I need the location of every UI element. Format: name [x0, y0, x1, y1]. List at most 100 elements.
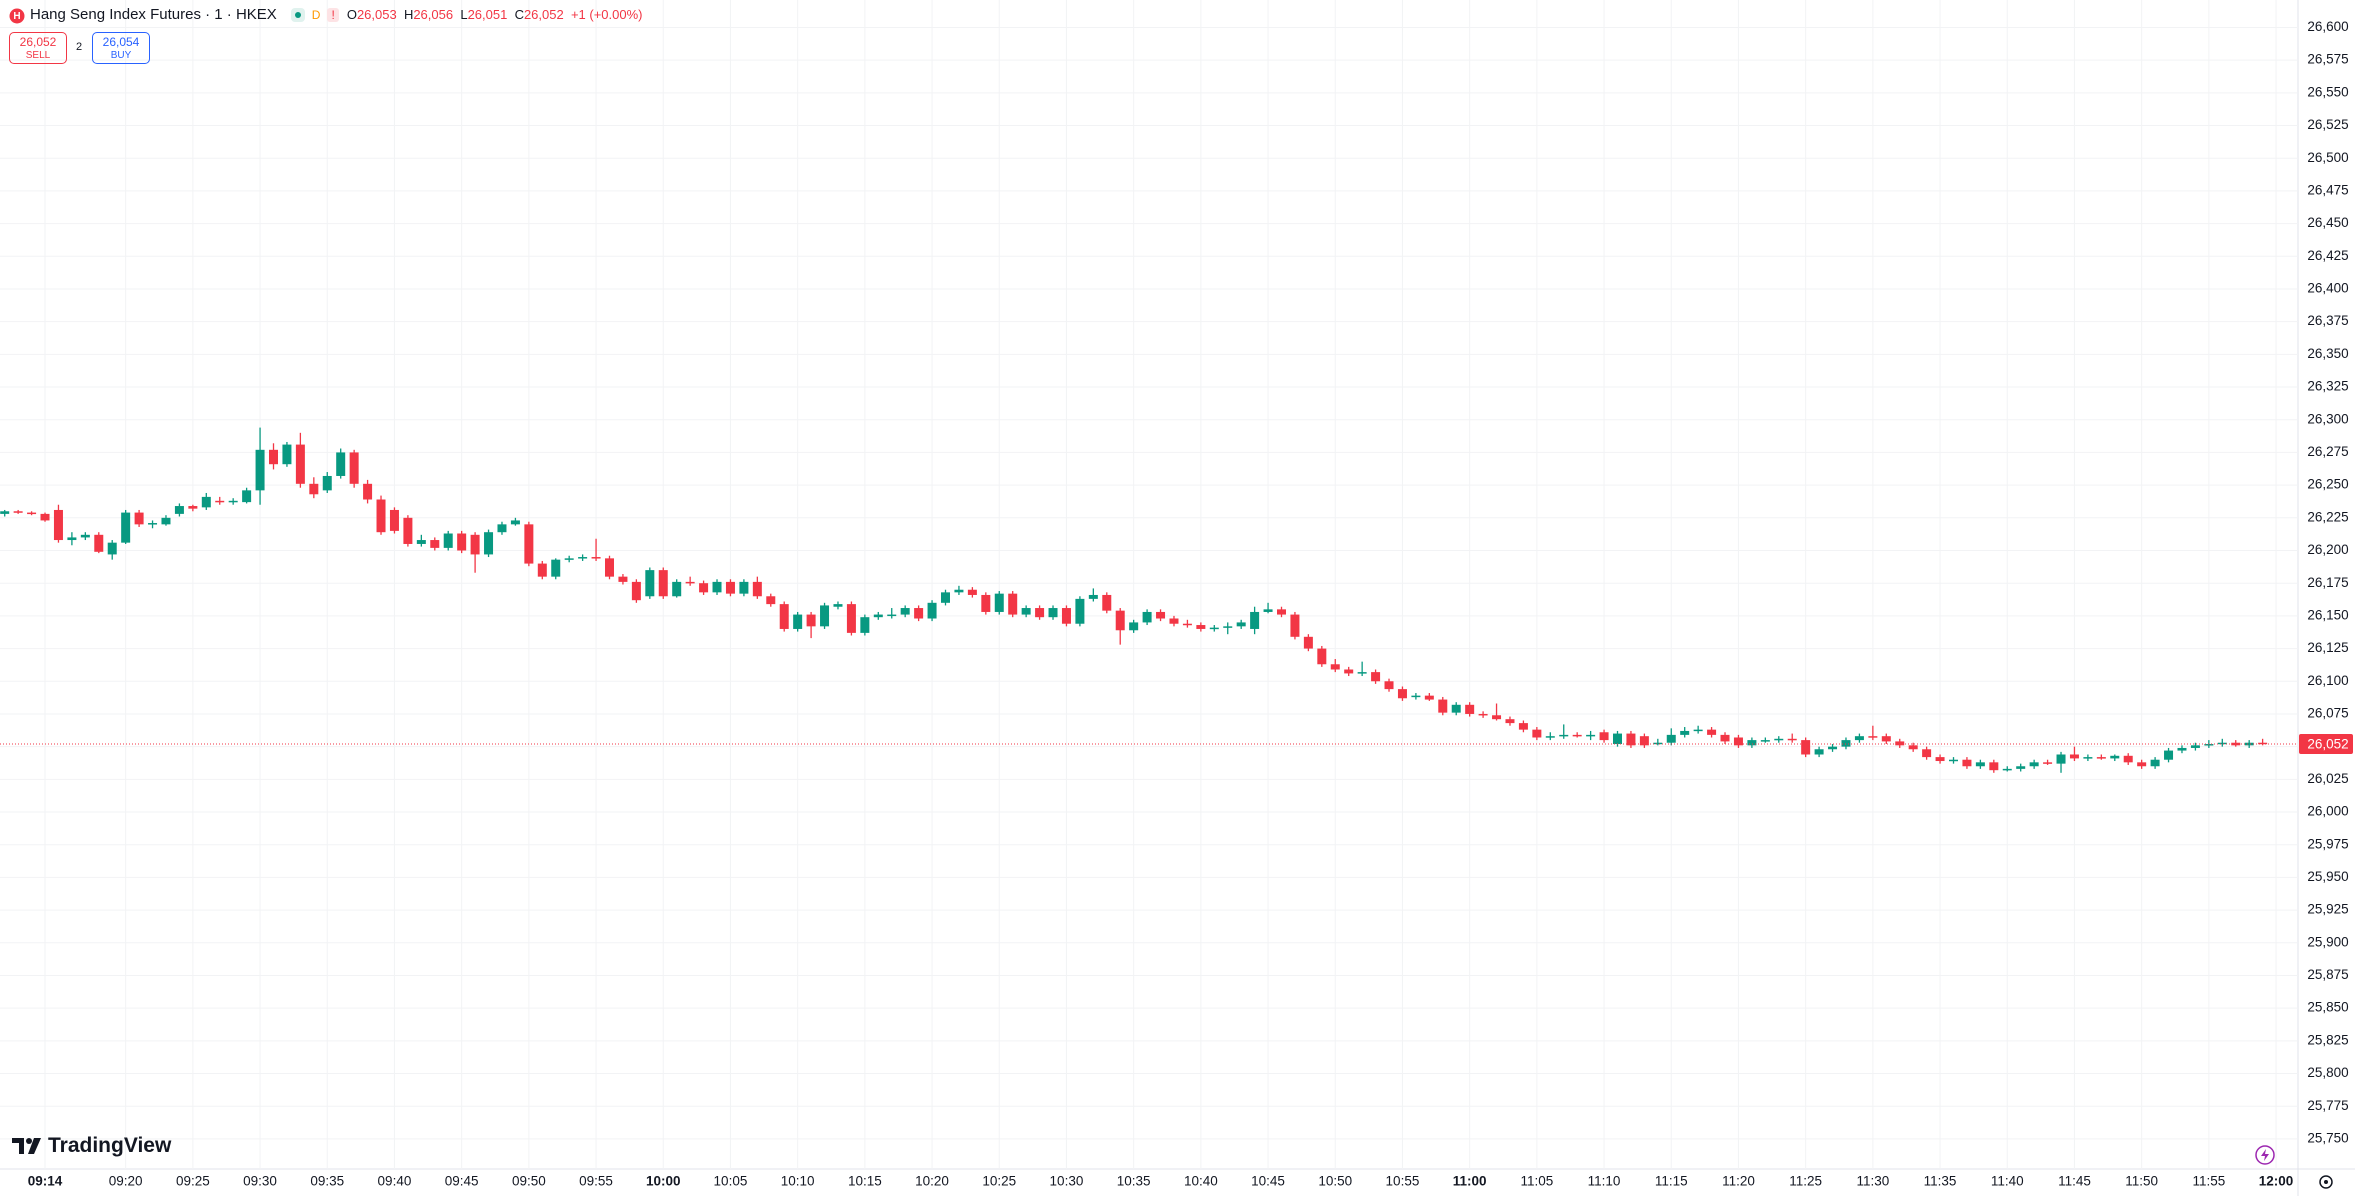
candle-body: [1263, 609, 1273, 612]
candle-body: [1680, 730, 1690, 735]
candle-body: [134, 512, 144, 525]
candle-body: [873, 614, 883, 618]
candle-body: [1492, 715, 1502, 720]
candle-body: [1196, 625, 1206, 629]
y-tick-label: 26,300: [2307, 411, 2348, 426]
x-tick-label: 10:00: [646, 1174, 681, 1189]
candle-body: [1613, 733, 1622, 745]
candle-body: [846, 604, 856, 633]
candle-body: [994, 593, 1004, 612]
candle-body: [1787, 738, 1797, 741]
svg-text:H: H: [13, 11, 20, 22]
candle-body: [1666, 734, 1676, 743]
candle-body: [1223, 626, 1233, 628]
candle-body: [2177, 747, 2187, 751]
candle-body: [389, 509, 399, 531]
candle-body: [672, 581, 682, 597]
candle-body: [2150, 759, 2160, 767]
candle-body: [2164, 750, 2174, 760]
candle-body: [484, 532, 494, 555]
logo-text: TradingView: [48, 1134, 172, 1157]
logo-mark: [12, 1138, 41, 1154]
candle-body: [551, 559, 561, 577]
y-tick-label: 26,275: [2307, 444, 2348, 459]
candle-body: [1881, 736, 1891, 742]
candle-body: [1182, 623, 1192, 626]
ohlc: O26,053 H26,056 L26,051 C26,052 +1 (+0.0…: [347, 7, 643, 22]
x-tick-label: 09:40: [378, 1174, 412, 1189]
candle-body: [215, 500, 225, 503]
x-tick-label: 10:20: [915, 1174, 949, 1189]
y-tick-label: 26,100: [2307, 673, 2348, 688]
candle-body: [2016, 766, 2026, 769]
candle-body: [107, 542, 117, 555]
candle-body: [927, 602, 937, 619]
candle-body: [645, 570, 655, 597]
candle-body: [1707, 729, 1717, 735]
x-tick-label: 10:05: [714, 1174, 748, 1189]
y-tick-label: 26,250: [2307, 477, 2348, 492]
candle-body: [1962, 759, 1972, 767]
candle-body: [2083, 757, 2093, 759]
candle-body: [2244, 742, 2254, 746]
candle-body: [269, 449, 278, 465]
candle-body: [685, 581, 695, 584]
candle-body: [1008, 593, 1018, 615]
y-tick-label: 25,800: [2307, 1065, 2348, 1080]
delay-flag: D: [311, 7, 321, 22]
candle-body: [1209, 627, 1219, 630]
candle-body: [1854, 736, 1864, 741]
sell-button[interactable]: 26,052 SELL: [9, 32, 67, 64]
change: +1 (+0.00%): [570, 7, 643, 22]
candle-body: [1061, 608, 1071, 624]
candle-body: [40, 513, 50, 521]
buy-button[interactable]: 26,054 BUY: [92, 32, 150, 64]
candle-body: [1115, 610, 1125, 631]
candle-body: [1129, 622, 1139, 631]
x-tick-label: 11:50: [2125, 1174, 2158, 1189]
x-tick-label: 11:35: [1924, 1174, 1957, 1189]
candle-body: [2069, 754, 2079, 759]
candle-body: [2043, 762, 2053, 764]
y-tick-label: 26,525: [2307, 117, 2348, 132]
candle-body: [1303, 636, 1313, 649]
candle-body: [833, 604, 843, 607]
candle-body: [1989, 762, 1999, 771]
candle-body: [282, 444, 292, 465]
candle-body: [309, 483, 319, 495]
y-tick-label: 25,925: [2307, 902, 2348, 917]
candle-body: [820, 605, 830, 627]
candle-body: [699, 583, 709, 593]
candle-body: [1075, 598, 1085, 624]
candle-body: [1169, 618, 1179, 624]
spread: 2: [76, 41, 83, 53]
candle-body: [1048, 608, 1058, 618]
candle-body: [712, 581, 722, 593]
x-tick-label: 10:25: [982, 1174, 1016, 1189]
candle-body: [121, 512, 131, 543]
candle-body: [201, 496, 211, 508]
y-tick-label: 26,450: [2307, 215, 2348, 230]
candle-body: [363, 483, 373, 500]
candle-body: [2056, 754, 2066, 764]
y-tick-label: 26,325: [2307, 379, 2348, 394]
x-tick-label: 10:30: [1050, 1174, 1084, 1189]
candle-body: [1908, 745, 1918, 750]
y-tick-label: 26,600: [2307, 19, 2348, 34]
candle-body: [1438, 699, 1448, 713]
candle-body: [860, 617, 870, 633]
candle-body: [1277, 609, 1286, 615]
candle-body: [1935, 757, 1945, 762]
lightning-button[interactable]: [2250, 1140, 2280, 1170]
y-tick-label: 26,375: [2307, 313, 2348, 328]
candle-body: [981, 594, 991, 612]
candle-body: [1559, 734, 1569, 737]
candle-body: [1411, 695, 1421, 698]
settings-button[interactable]: [2314, 1170, 2338, 1194]
candle-body: [242, 490, 252, 503]
candle-body: [1599, 732, 1609, 741]
candle-body: [1465, 704, 1475, 714]
candle-body: [1774, 738, 1784, 741]
